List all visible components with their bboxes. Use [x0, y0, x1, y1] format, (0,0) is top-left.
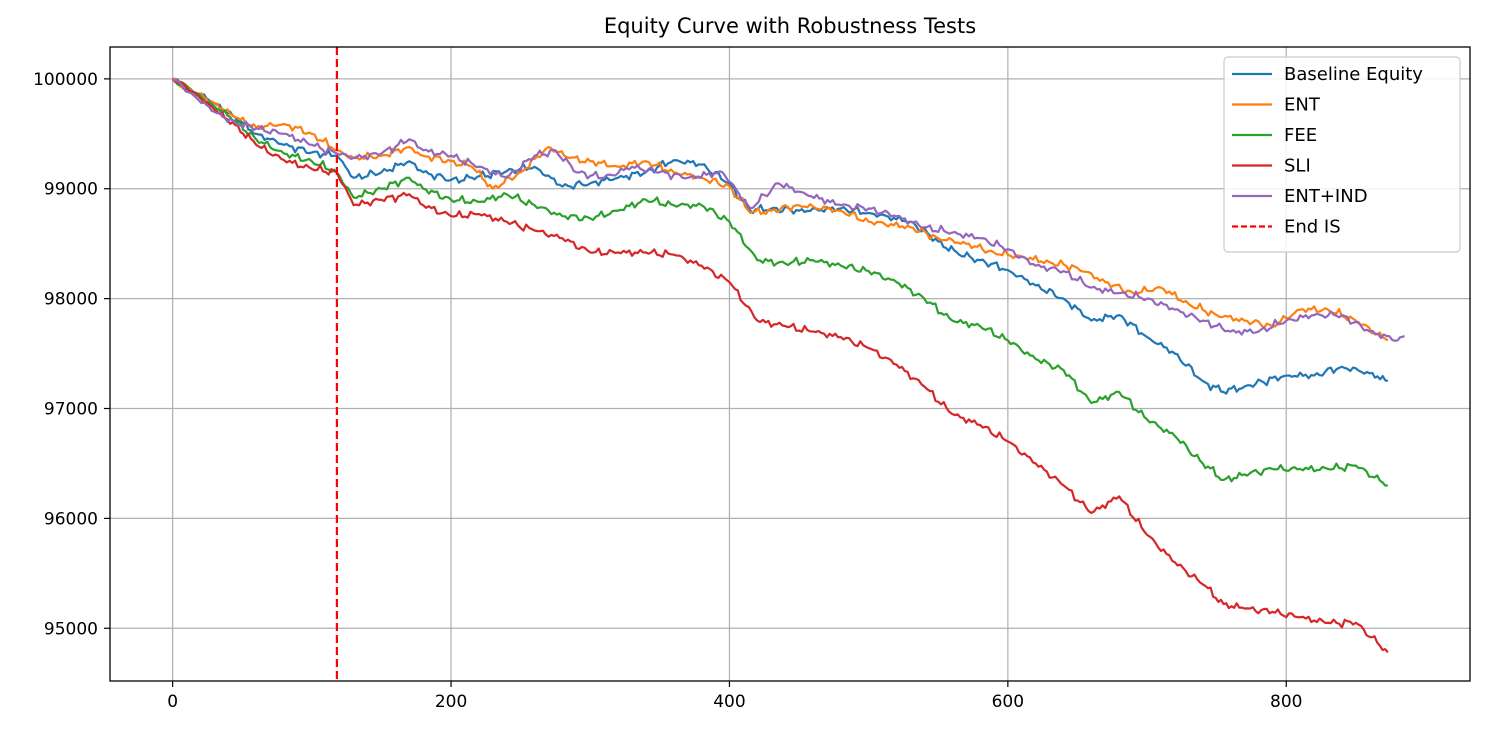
- legend-label: SLI: [1284, 156, 1311, 177]
- x-tick-label: 600: [992, 692, 1024, 712]
- x-tick-label: 200: [435, 692, 467, 712]
- legend: Baseline Equity ENT FEE SLI ENT+IND End IS: [1223, 56, 1461, 253]
- series-line-sli: [171, 78, 1389, 654]
- x-tick-label: 400: [713, 692, 745, 712]
- series-line-fee: [171, 78, 1388, 487]
- series-line-ent: [172, 77, 1389, 342]
- legend-box: [1223, 56, 1461, 253]
- legend-label: ENT+IND: [1284, 186, 1368, 207]
- plot-area: [171, 47, 1405, 681]
- legend-label: End IS: [1284, 217, 1341, 238]
- y-tick-label: 96000: [44, 509, 98, 529]
- y-tick-label: 98000: [44, 290, 98, 310]
- y-tick-label: 95000: [44, 619, 98, 639]
- series-line-ent-ind: [171, 78, 1405, 342]
- axes: 0 200 400 600 800 95000 96000 97000 98000 99000 10…: [33, 46, 1471, 712]
- x-tick-label: 0: [167, 692, 178, 712]
- y-tick-label: 99000: [44, 180, 98, 200]
- chart-title: Equity Curve with Robustness Tests: [604, 14, 976, 38]
- legend-label: Baseline Equity: [1284, 64, 1423, 85]
- axes-frame: [109, 46, 1471, 682]
- legend-label: ENT: [1284, 95, 1321, 116]
- x-tick-label: 800: [1270, 692, 1302, 712]
- y-tick-label: 100000: [33, 70, 98, 90]
- legend-label: FEE: [1284, 125, 1317, 146]
- y-tick-label: 97000: [44, 400, 98, 420]
